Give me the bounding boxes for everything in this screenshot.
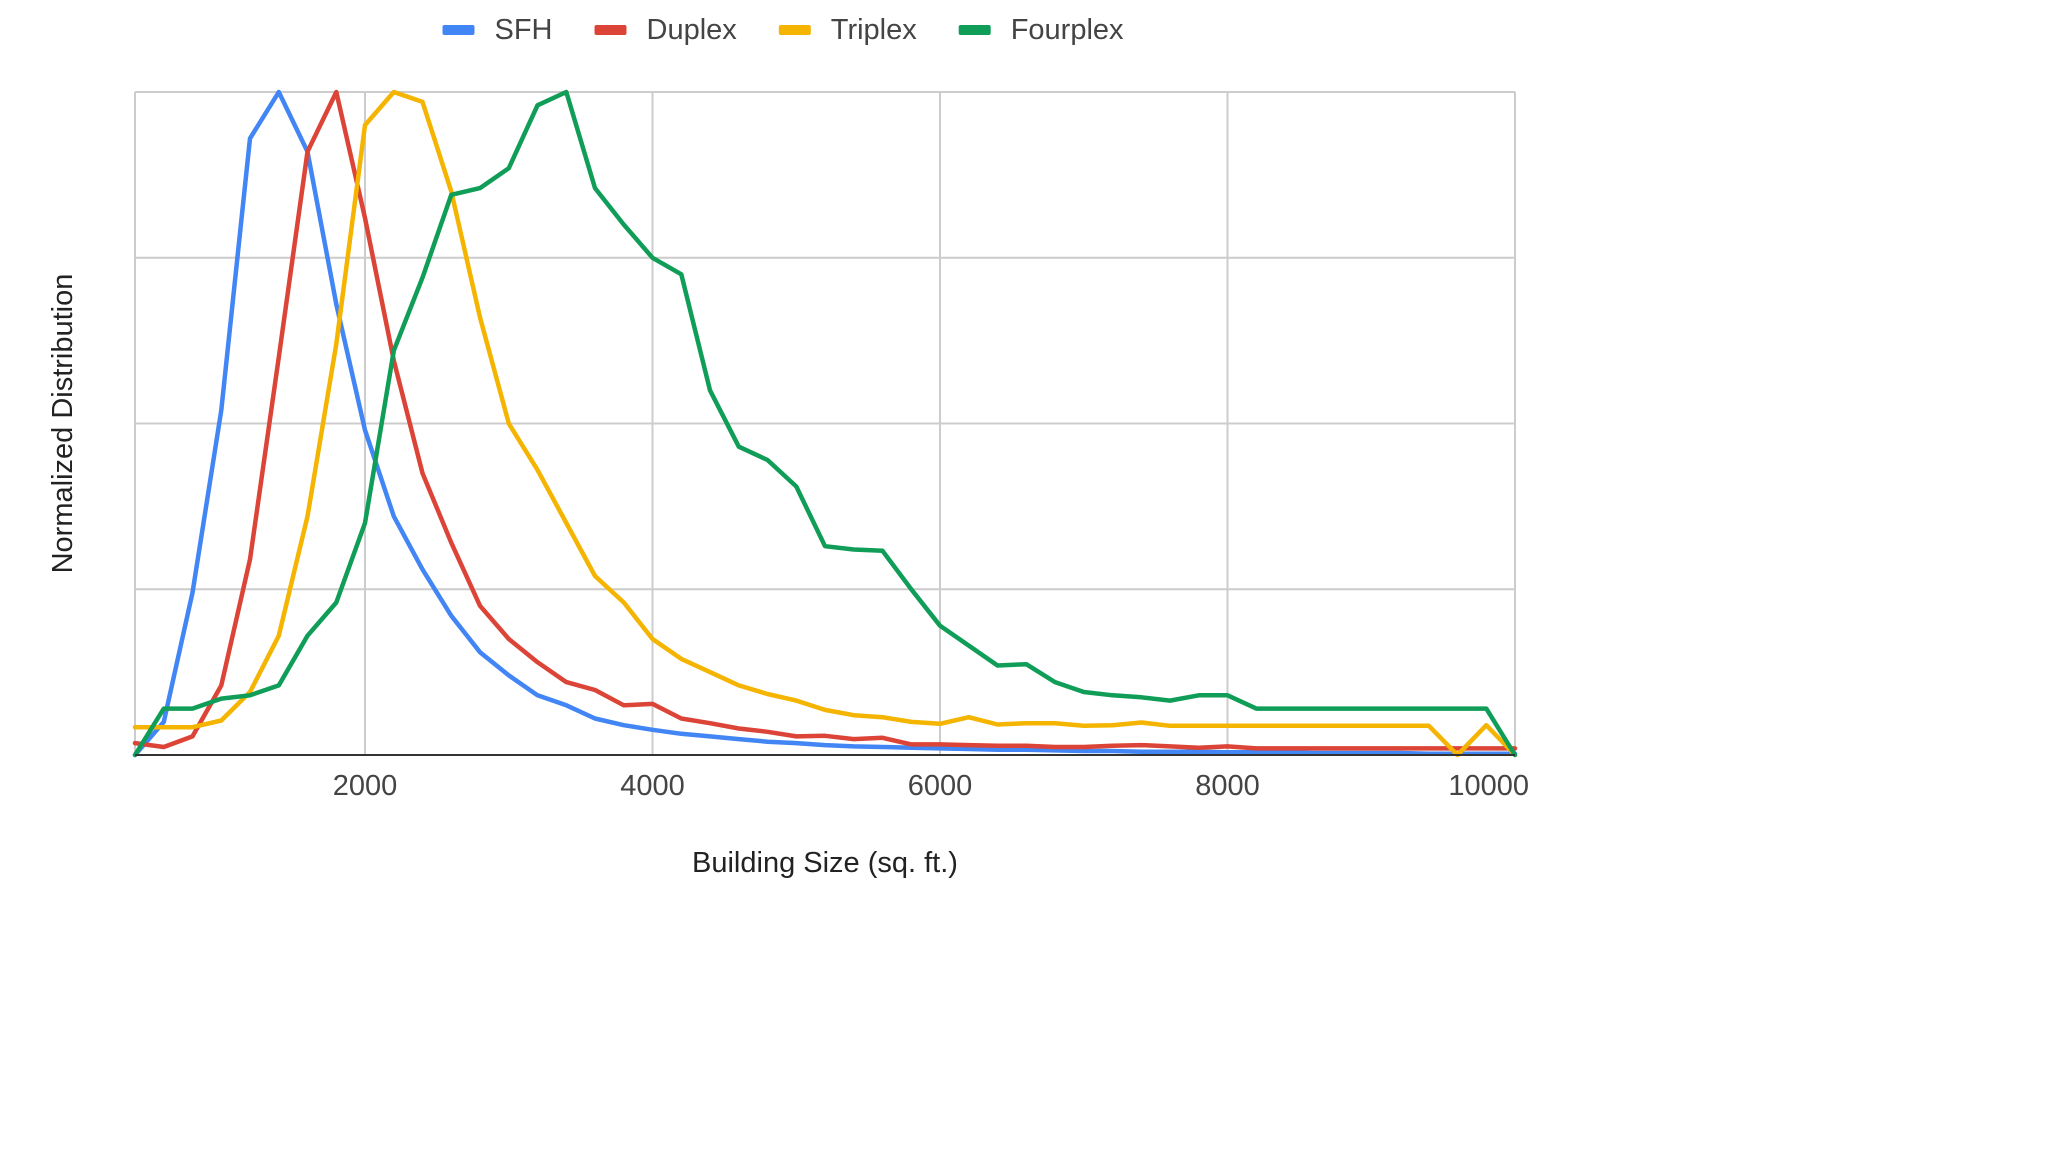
series-line-fourplex xyxy=(132,89,1518,758)
legend-swatch-sfh xyxy=(442,25,475,35)
legend-item-triplex: Triplex xyxy=(778,14,917,46)
legend-label-sfh: SFH xyxy=(495,14,553,46)
legend-item-duplex: Duplex xyxy=(594,14,738,46)
series-lines xyxy=(132,89,1518,758)
x-tick-label-10000: 10000 xyxy=(1448,770,1529,802)
x-tick-label-4000: 4000 xyxy=(620,770,685,802)
legend-item-fourplex: Fourplex xyxy=(958,14,1124,46)
series-line-duplex xyxy=(132,89,1518,751)
x-axis-title: Building Size (sq. ft.) xyxy=(692,847,958,879)
legend-swatch-fourplex xyxy=(958,25,991,35)
legend-item-sfh: SFH xyxy=(442,14,553,46)
series-line-triplex xyxy=(132,89,1518,758)
legend-swatch-triplex xyxy=(778,25,811,35)
x-tick-label-8000: 8000 xyxy=(1195,770,1260,802)
gridlines xyxy=(134,91,1516,755)
x-axis-ticks: 2000 4000 6000 8000 10000 xyxy=(333,770,1529,802)
legend-label-fourplex: Fourplex xyxy=(1011,14,1124,46)
legend-swatch-duplex xyxy=(594,25,627,35)
line-chart: SFH Duplex Triplex Fourplex 2000 4000 6000 800… xyxy=(47,14,1529,879)
x-tick-label-6000: 6000 xyxy=(908,770,973,802)
y-axis-title: Normalized Distribution xyxy=(47,274,79,574)
legend-label-duplex: Duplex xyxy=(647,14,738,46)
legend-label-triplex: Triplex xyxy=(831,14,917,46)
x-tick-label-2000: 2000 xyxy=(333,770,398,802)
series-line-sfh xyxy=(132,89,1518,758)
legend: SFH Duplex Triplex Fourplex xyxy=(442,14,1124,46)
